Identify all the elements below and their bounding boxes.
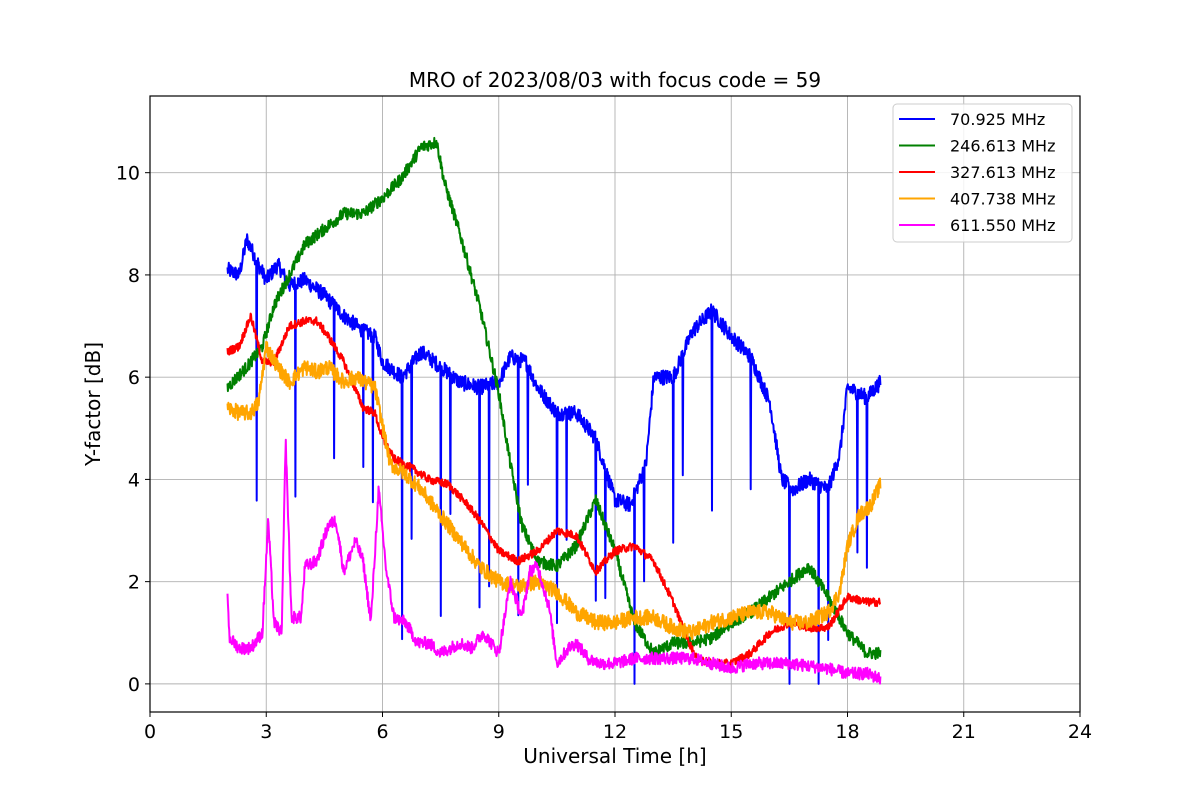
- y-tick-label: 6: [128, 367, 140, 389]
- legend-box: [892, 103, 1073, 243]
- y-axis-label: Y-factor [dB]: [81, 342, 105, 467]
- x-tick-label: 9: [493, 721, 505, 743]
- legend-entry-label: 246.613 MHz: [950, 137, 1055, 156]
- y-tick-label: 8: [128, 265, 140, 287]
- x-tick-label: 18: [835, 721, 859, 743]
- series-line: [226, 233, 882, 685]
- legend-entry-label: 327.613 MHz: [950, 163, 1055, 182]
- x-tick-label: 0: [144, 721, 156, 743]
- series-line: [226, 136, 882, 660]
- series-line: [226, 438, 882, 685]
- x-tick-label: 6: [376, 721, 388, 743]
- y-tick-label: 4: [128, 469, 140, 491]
- legend-entry-label: 407.738 MHz: [950, 190, 1055, 209]
- legend-entry-label: 70.925 MHz: [950, 110, 1045, 129]
- x-axis-label: Universal Time [h]: [523, 744, 706, 768]
- chart-title: MRO of 2023/08/03 with focus code = 59: [409, 68, 821, 92]
- legend: 70.925 MHz 246.613 MHz 327.613 MHz 407.738 …: [892, 103, 1073, 243]
- y-tick-label: 2: [128, 572, 140, 594]
- x-tick-label: 21: [952, 721, 976, 743]
- y-tick-label: 0: [128, 674, 140, 696]
- x-tick-label: 24: [1068, 721, 1092, 743]
- x-tick-label: 3: [260, 721, 272, 743]
- y-tick-label: 10: [116, 163, 140, 185]
- series-lines: [226, 136, 882, 685]
- x-tick-label: 15: [719, 721, 743, 743]
- series-line: [226, 340, 882, 640]
- legend-entry-label: 611.550 MHz: [950, 216, 1055, 235]
- x-tick-label: 12: [603, 721, 627, 743]
- series-line: [226, 312, 881, 669]
